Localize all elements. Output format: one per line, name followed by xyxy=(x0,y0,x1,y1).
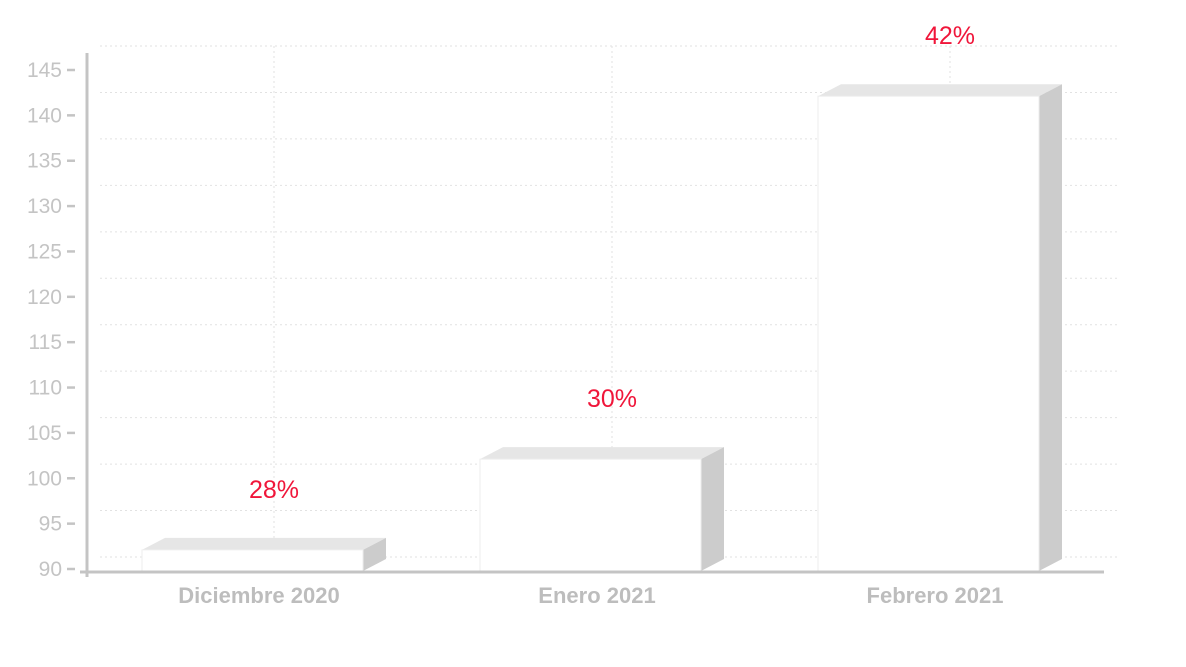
bar-side-face xyxy=(1039,84,1062,571)
y-tick-label: 145 xyxy=(27,59,62,82)
bar xyxy=(817,95,1040,572)
bar-top-face xyxy=(818,84,1062,97)
y-tick-label: 105 xyxy=(27,422,62,445)
data-label: 30% xyxy=(587,385,637,413)
y-tick-label: 120 xyxy=(27,286,62,309)
bar xyxy=(479,458,702,572)
y-tick-label: 135 xyxy=(27,150,62,173)
bar-side-face xyxy=(363,537,386,571)
x-tick-label: Febrero 2021 xyxy=(867,583,1004,608)
labels: 28% Diciembre 2020 30% Enero 2021 42% Febrero… xyxy=(178,22,1003,608)
y-tick-label: 115 xyxy=(29,331,62,354)
bar xyxy=(141,549,364,572)
y-tick-label: 110 xyxy=(29,377,62,400)
y-tick-label: 100 xyxy=(27,467,62,490)
data-label: 42% xyxy=(925,22,975,50)
axes: 90 95 100 105 110 115 120 125 130 135 140 145 xyxy=(27,53,1104,581)
y-tick-label: 90 xyxy=(39,558,62,581)
x-tick-label: Enero 2021 xyxy=(538,583,655,608)
data-label: 28% xyxy=(249,476,299,504)
x-tick-label: Diciembre 2020 xyxy=(178,583,339,608)
y-tick-label: 130 xyxy=(27,195,62,218)
y-tick-label: 95 xyxy=(39,513,62,536)
bar-top-face xyxy=(480,447,724,460)
bar-top-face xyxy=(142,537,386,550)
bar-side-face xyxy=(701,447,724,571)
y-tick-label: 140 xyxy=(27,104,62,127)
y-tick-label: 125 xyxy=(27,240,62,263)
